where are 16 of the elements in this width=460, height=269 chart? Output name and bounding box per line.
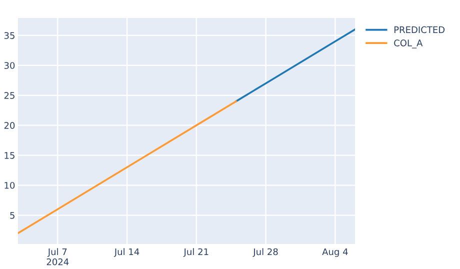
- x-tick-label: Jul 21: [183, 248, 208, 257]
- y-tick-label: 5: [10, 212, 14, 219]
- x-tick-label: Jul 14: [114, 248, 140, 257]
- y-tick-label: 10: [4, 182, 15, 189]
- x-tick-label: Aug 4: [322, 248, 348, 257]
- legend-label: PREDICTED: [394, 26, 445, 34]
- x-tick-label: Jul 28: [252, 248, 278, 257]
- y-tick-label: 15: [4, 152, 14, 159]
- line-series: [235, 28, 355, 102]
- y-tick-label: 20: [4, 122, 15, 129]
- y-tick-label: 35: [4, 32, 14, 39]
- legend-label: COL_A: [394, 40, 423, 48]
- y-tick-label: 30: [4, 62, 15, 69]
- y-tick-label: 25: [4, 92, 14, 99]
- line-series: [18, 100, 237, 234]
- x-tick-label: Jul 7 2024: [46, 248, 69, 266]
